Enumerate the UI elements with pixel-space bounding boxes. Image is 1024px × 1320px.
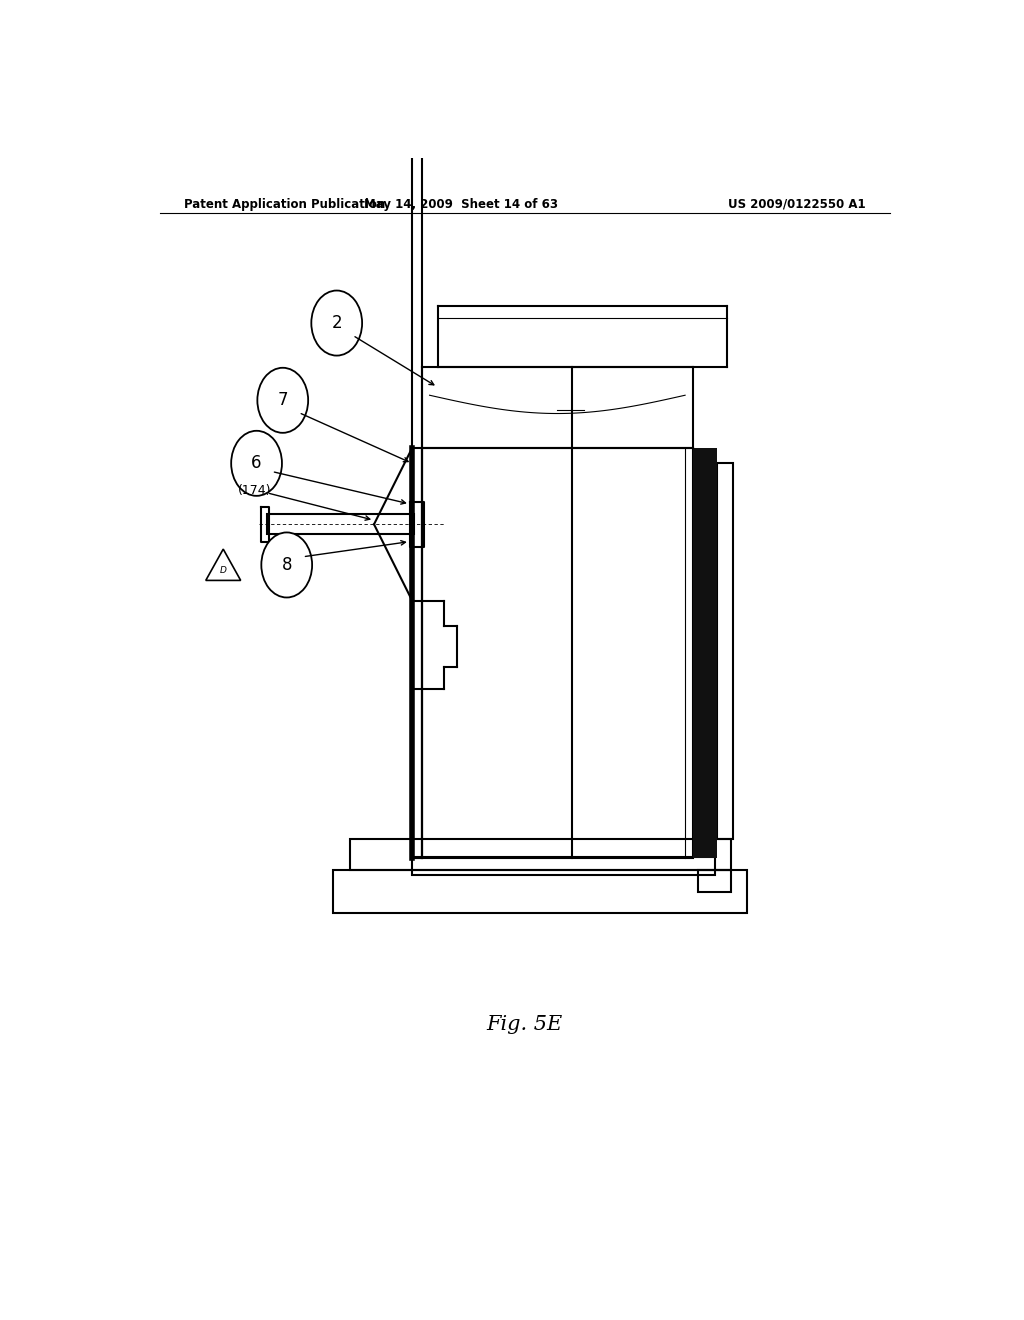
Bar [412,59,423,858]
Bar [412,857,715,875]
Circle shape [311,290,362,355]
Circle shape [261,532,312,598]
Bar [267,515,414,535]
Bar [350,840,731,870]
Bar [333,870,748,912]
Text: Patent Application Publication: Patent Application Publication [183,198,385,211]
Bar [717,463,733,840]
Bar [693,447,717,858]
Text: US 2009/0122550 A1: US 2009/0122550 A1 [728,198,866,211]
Text: 7: 7 [278,391,288,409]
Text: (174): (174) [238,484,271,498]
Text: 8: 8 [282,556,292,574]
Text: Fig. 5E: Fig. 5E [486,1015,563,1034]
Text: May 14, 2009  Sheet 14 of 63: May 14, 2009 Sheet 14 of 63 [365,198,558,211]
Bar [422,447,693,858]
Circle shape [231,430,282,496]
Text: D: D [220,565,226,574]
Circle shape [257,368,308,433]
Text: 2: 2 [332,314,342,333]
Bar [697,870,731,892]
Text: 6: 6 [251,454,262,473]
